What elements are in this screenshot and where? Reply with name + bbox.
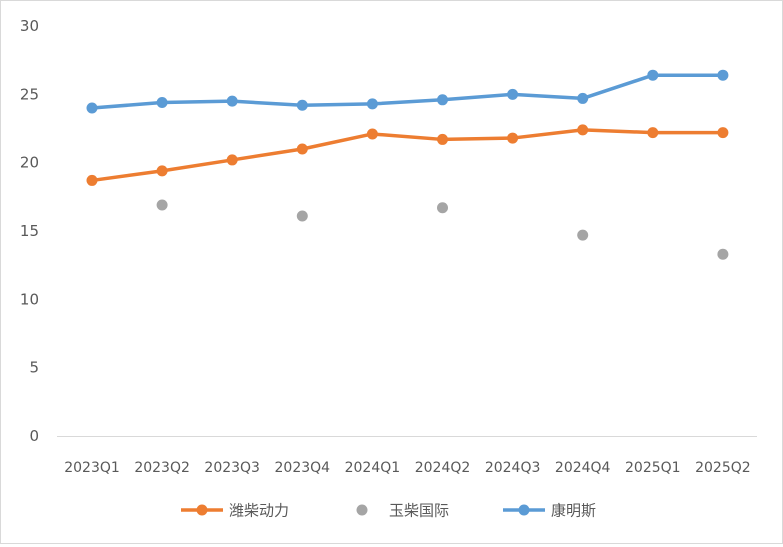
series-group [86,69,729,114]
legend: 潍柴动力 玉柴国际 康明斯 [181,502,596,520]
data-point [437,94,448,106]
x-tick-label: 2024Q4 [555,460,611,476]
y-tick-label: 20 [20,154,39,172]
series-line [90,128,725,183]
data-point [437,202,448,214]
y-axis-ticks: 0 5 10 15 20 25 30 [20,17,39,445]
x-tick-label: 2024Q3 [485,460,541,476]
y-tick-label: 0 [29,427,39,445]
data-point [577,229,589,241]
legend-item: 康明斯 [503,502,596,520]
legend-swatch-marker [196,504,208,516]
series-layer [86,69,729,260]
legend-swatch-marker [518,504,530,516]
y-tick-label: 10 [20,290,39,308]
legend-item: 玉柴国际 [356,502,449,520]
data-point [226,95,238,107]
y-tick-label: 30 [20,17,39,35]
legend-label: 玉柴国际 [389,502,449,520]
y-tick-label: 15 [20,222,39,240]
data-point [86,174,98,186]
data-point [717,69,729,81]
data-point [366,128,378,140]
series-group [156,199,729,260]
x-tick-label: 2023Q2 [134,460,190,476]
x-tick-label: 2024Q1 [345,460,401,476]
x-tick-label: 2024Q2 [415,460,471,476]
data-point [296,99,308,111]
legend-swatch-marker [356,504,368,516]
data-point [156,97,168,109]
data-point [647,69,659,81]
data-point [226,154,238,166]
x-axis-ticks: 2023Q1 2023Q2 2023Q3 2023Q4 2024Q1 2024Q2 2024… [64,460,750,476]
data-point [156,165,168,177]
data-point [507,132,519,144]
x-tick-label: 2025Q1 [625,460,681,476]
series-line [90,73,725,110]
data-point [717,248,729,260]
data-point [577,124,589,136]
legend-label: 康明斯 [551,502,596,520]
data-point [647,127,659,139]
x-tick-label: 2023Q4 [275,460,331,476]
data-point [366,98,378,110]
data-point [577,92,589,104]
y-tick-label: 25 [20,85,39,103]
x-tick-label: 2023Q1 [64,460,120,476]
data-point [507,88,519,100]
data-point [86,102,98,114]
data-point [717,127,729,139]
legend-label: 潍柴动力 [229,502,289,520]
data-point [437,133,448,145]
data-point [296,210,308,222]
legend-item: 潍柴动力 [181,502,289,520]
data-point [156,199,168,211]
y-tick-label: 5 [29,359,39,377]
x-tick-label: 2023Q3 [204,460,260,476]
x-tick-label: 2025Q2 [695,460,751,476]
series-group [86,124,729,186]
data-point [296,143,308,155]
